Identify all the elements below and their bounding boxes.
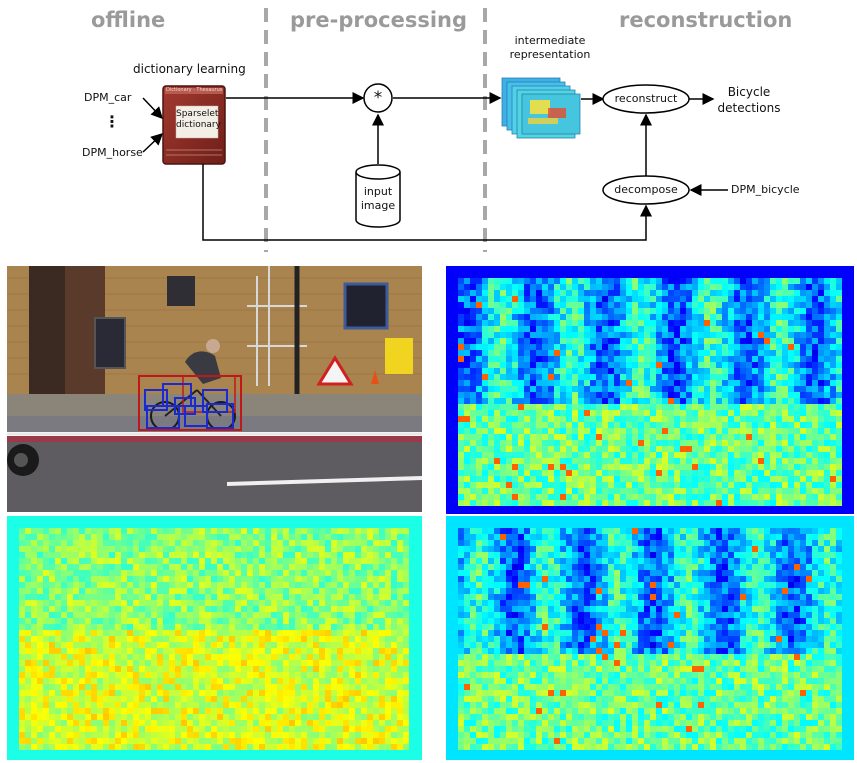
dots-label: ⋮ (104, 112, 120, 131)
detection-boxes (138, 375, 242, 431)
street-photo-panel (7, 266, 422, 512)
book-title-label: Sparselet dictionary (176, 109, 221, 130)
arrow-book-to-decompose (202, 164, 652, 241)
bicycle-detections-label: Bicycle detections (717, 85, 781, 115)
heatmap-bottom-left (7, 516, 422, 760)
arrow-dpm-horse (142, 132, 164, 153)
arrow-dpm-car (142, 97, 164, 120)
input-image-label: input image (360, 185, 396, 212)
detection-part-box (174, 397, 196, 415)
detection-part-box (202, 389, 228, 413)
dpm-car-label: DPM_car (84, 91, 132, 104)
input-image-cylinder (355, 164, 401, 228)
detection-part-box (206, 403, 234, 429)
section-preprocessing: pre-processing (290, 8, 468, 32)
book-top-label: Dictionary · Thesaurus (166, 87, 223, 93)
section-reconstruction: reconstruction (619, 8, 793, 32)
convolve-symbol: * (373, 88, 383, 108)
detection-part-box (144, 389, 168, 411)
detection-part-box (146, 405, 180, 429)
section-offline: offline (91, 8, 166, 32)
heatmap-top-right (446, 266, 854, 514)
reconstruct-label: reconstruct (614, 92, 678, 105)
convolve-node (363, 83, 393, 113)
dpm-horse-label: DPM_horse (82, 146, 143, 159)
heatmap-bottom-right (446, 516, 854, 760)
intermediate-stack-icon (501, 77, 581, 139)
pipeline-diagram (142, 8, 728, 252)
dictionary-learning-label: dictionary learning (133, 62, 246, 76)
sparselet-dictionary-book-icon (162, 85, 226, 165)
intermediate-label: intermediate representation (509, 34, 591, 61)
dpm-bicycle-label: DPM_bicycle (731, 183, 800, 196)
decompose-label: decompose (614, 183, 678, 196)
